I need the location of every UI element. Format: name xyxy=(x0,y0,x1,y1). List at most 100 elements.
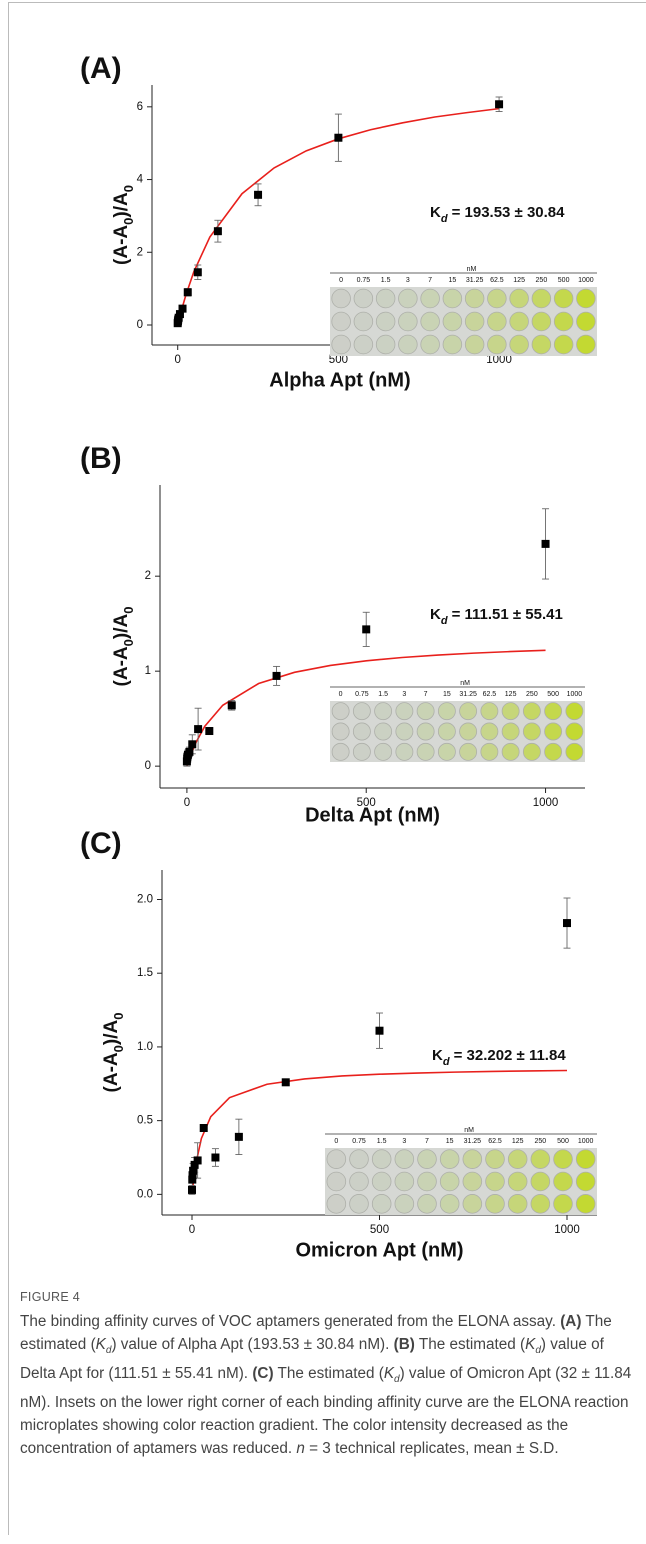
well xyxy=(439,1194,460,1214)
caption-run: The binding affinity curves of VOC aptam… xyxy=(20,1313,561,1330)
x-axis-label: Alpha Apt (nM) xyxy=(269,369,410,391)
inset-label: 15 xyxy=(443,691,451,698)
inset-unit: nM xyxy=(464,1127,474,1134)
well xyxy=(485,1149,505,1169)
inset-label: 250 xyxy=(534,1138,546,1145)
data-point xyxy=(178,304,187,313)
well xyxy=(522,722,541,741)
well xyxy=(531,311,552,332)
y-tick-label: 4 xyxy=(137,174,144,186)
data-point xyxy=(227,701,236,710)
kd-symbol: K xyxy=(432,1047,443,1064)
well xyxy=(480,722,499,741)
well xyxy=(459,722,478,741)
y-tick-label: 0 xyxy=(145,760,151,772)
well xyxy=(394,1149,415,1169)
inset-label: 3 xyxy=(406,277,410,284)
data-point xyxy=(188,1175,197,1184)
caption-run: (C) xyxy=(252,1365,274,1383)
well xyxy=(464,311,485,332)
well xyxy=(509,311,529,332)
kd-annotation: Kd = 111.51 ± 55.41 xyxy=(430,606,563,627)
y-axis-label-part: )/A xyxy=(111,192,132,218)
y-axis-label-part: 0 xyxy=(121,607,136,614)
inset-label: 0.75 xyxy=(355,691,369,698)
caption-run: = 3 technical replicates, mean ± S.D. xyxy=(304,1440,559,1458)
well xyxy=(371,1149,392,1169)
well xyxy=(437,742,456,761)
well xyxy=(394,1171,415,1192)
data-point xyxy=(188,1185,196,1194)
inset-label: 62.5 xyxy=(488,1138,502,1145)
inset-label: 1.5 xyxy=(378,691,388,698)
y-axis-label-part: )/A xyxy=(101,1020,122,1046)
y-axis-label: (A-A0)/A0 xyxy=(101,1013,126,1093)
well xyxy=(459,742,478,761)
well xyxy=(509,288,529,309)
well xyxy=(394,1194,415,1214)
inset-label: 31.25 xyxy=(459,691,477,698)
y-axis-label-part: 0 xyxy=(111,1045,126,1052)
data-point xyxy=(193,268,202,277)
well xyxy=(464,334,485,355)
well xyxy=(349,1149,369,1169)
well xyxy=(374,742,393,761)
well xyxy=(442,334,463,355)
inset-label: 1000 xyxy=(567,691,583,698)
y-tick-label: 6 xyxy=(137,101,143,113)
x-tick-label: 0 xyxy=(175,354,181,366)
caption-run: n xyxy=(296,1440,305,1458)
well xyxy=(487,311,507,332)
well xyxy=(565,742,584,761)
inset-label: 1000 xyxy=(578,277,594,284)
inset-label: 0 xyxy=(334,1138,338,1145)
inset-label: 250 xyxy=(536,277,548,284)
well xyxy=(501,722,520,741)
data-point xyxy=(175,310,184,319)
well xyxy=(374,722,393,741)
well xyxy=(420,311,440,332)
well xyxy=(575,1149,596,1169)
microplate xyxy=(330,701,585,762)
caption-run: d xyxy=(535,1345,541,1357)
y-tick-label: 2 xyxy=(137,246,143,258)
well xyxy=(553,334,574,355)
data-point xyxy=(199,1124,208,1133)
well xyxy=(331,311,351,332)
caption-run: The estimated ( xyxy=(273,1365,384,1383)
data-point xyxy=(362,625,371,634)
y-tick-label: 0.5 xyxy=(137,1115,153,1127)
well xyxy=(326,1171,347,1192)
well xyxy=(553,1194,573,1214)
well xyxy=(398,334,418,355)
inset-label: 7 xyxy=(425,1138,429,1145)
caption-run: K xyxy=(525,1336,536,1353)
inset-label: 62.5 xyxy=(483,691,497,698)
well xyxy=(485,1194,505,1214)
kd-text: = 32.202 ± 11.84 xyxy=(454,1047,567,1064)
well xyxy=(553,288,574,309)
data-point xyxy=(563,919,571,928)
well xyxy=(331,742,350,761)
fit-curve xyxy=(186,649,546,767)
panel-label: (C) xyxy=(80,827,122,860)
y-axis-label: (A-A0)/A0 xyxy=(111,607,136,687)
well xyxy=(544,702,563,721)
y-tick-label: 2.0 xyxy=(137,894,153,906)
well xyxy=(442,288,463,309)
caption-run: d xyxy=(105,1345,112,1357)
well xyxy=(462,1149,483,1169)
well xyxy=(531,334,552,355)
kd-subscript: d xyxy=(443,1056,450,1068)
y-axis-label-part: (A-A xyxy=(101,1052,122,1092)
well xyxy=(442,311,463,332)
inset-label: 500 xyxy=(557,1138,569,1145)
microplate xyxy=(330,287,597,356)
well xyxy=(331,288,351,309)
microplate xyxy=(325,1148,597,1215)
well xyxy=(501,702,520,721)
well xyxy=(575,1171,596,1192)
well xyxy=(375,311,396,332)
caption-run: K xyxy=(95,1336,106,1353)
inset-label: 62.5 xyxy=(490,277,504,284)
